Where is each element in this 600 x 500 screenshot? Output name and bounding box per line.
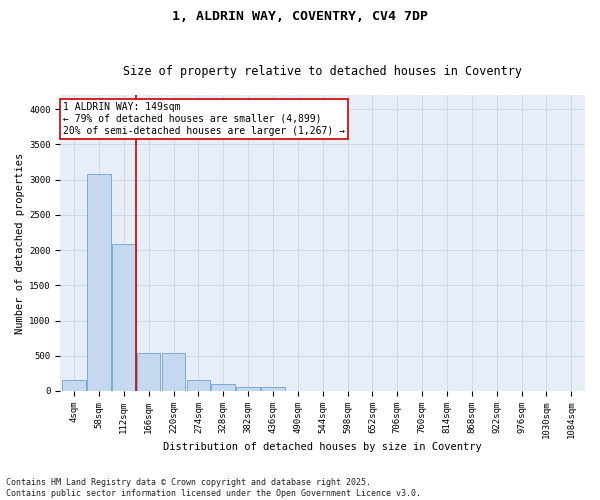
Bar bbox=[112, 244, 136, 391]
X-axis label: Distribution of detached houses by size in Coventry: Distribution of detached houses by size … bbox=[163, 442, 482, 452]
Bar bbox=[87, 174, 111, 391]
Bar bbox=[236, 388, 260, 391]
Bar bbox=[137, 353, 160, 391]
Text: 1 ALDRIN WAY: 149sqm
← 79% of detached houses are smaller (4,899)
20% of semi-de: 1 ALDRIN WAY: 149sqm ← 79% of detached h… bbox=[63, 102, 345, 136]
Text: 1, ALDRIN WAY, COVENTRY, CV4 7DP: 1, ALDRIN WAY, COVENTRY, CV4 7DP bbox=[172, 10, 428, 23]
Bar bbox=[62, 380, 86, 391]
Bar bbox=[211, 384, 235, 391]
Bar bbox=[261, 388, 285, 391]
Text: Contains HM Land Registry data © Crown copyright and database right 2025.
Contai: Contains HM Land Registry data © Crown c… bbox=[6, 478, 421, 498]
Y-axis label: Number of detached properties: Number of detached properties bbox=[15, 152, 25, 334]
Bar bbox=[187, 380, 210, 391]
Bar bbox=[162, 353, 185, 391]
Title: Size of property relative to detached houses in Coventry: Size of property relative to detached ho… bbox=[123, 66, 522, 78]
